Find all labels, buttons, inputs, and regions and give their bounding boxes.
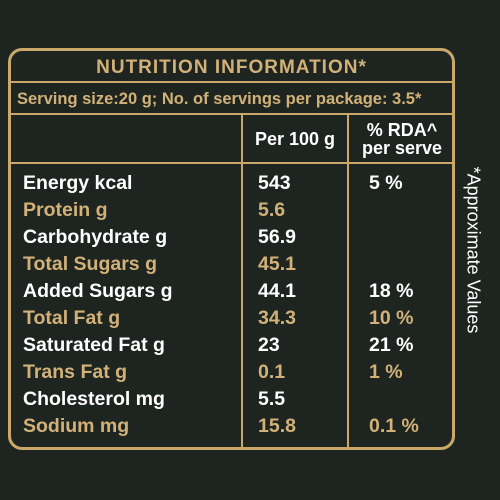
nutrient-name: Energy kcal: [23, 172, 133, 194]
header-rda-line2: per serve: [361, 137, 443, 158]
table-title: NUTRITION INFORMATION*: [11, 51, 452, 83]
nutrient-name: Saturated Fat g: [23, 334, 165, 356]
side-note-text: *Approximate Values: [463, 166, 484, 334]
per-100g-value: 5.5: [258, 388, 286, 410]
per-100g-value: 45.1: [258, 253, 296, 275]
header-rda: % RDA^ per serve: [349, 115, 452, 162]
column-divider: [241, 115, 243, 447]
rda-value: 1 %: [369, 361, 403, 383]
rda-value: 18 %: [369, 280, 414, 302]
nutrient-name: Added Sugars g: [23, 280, 173, 302]
header-per-100g: Per 100 g: [254, 128, 336, 149]
per-100g-value: 56.9: [258, 226, 296, 248]
table-row: Added Sugars g 44.1 18 %: [11, 278, 452, 305]
table-row: Protein g 5.6: [11, 197, 452, 224]
table-row: Saturated Fat g 23 21 %: [11, 332, 452, 359]
nutrient-name: Total Fat g: [23, 307, 121, 329]
table-row: Energy kcal 543 5 %: [11, 170, 452, 197]
nutrient-name: Trans Fat g: [23, 361, 128, 383]
rda-value: 5 %: [369, 172, 403, 194]
nutrient-name: Protein g: [23, 199, 108, 221]
column-divider: [347, 115, 349, 447]
table-row: Trans Fat g 0.1 1 %: [11, 359, 452, 386]
header-divider: [11, 162, 452, 164]
per-100g-value: 5.6: [258, 199, 286, 221]
table-row: Cholesterol mg 5.5: [11, 386, 452, 413]
table-row: Sodium mg 15.8 0.1 %: [11, 413, 452, 440]
per-100g-value: 0.1: [258, 361, 286, 383]
nutrient-name: Carbohydrate g: [23, 226, 168, 248]
per-100g-value: 15.8: [258, 415, 296, 437]
table-row: Carbohydrate g 56.9: [11, 224, 452, 251]
nutrient-name: Sodium mg: [23, 415, 130, 437]
rda-value: 0.1 %: [369, 415, 419, 437]
rda-value: 21 %: [369, 334, 414, 356]
rda-value: 10 %: [369, 307, 414, 329]
table-row: Total Sugars g 45.1: [11, 251, 452, 278]
table-row: Total Fat g 34.3 10 %: [11, 305, 452, 332]
header-rda-line1: % RDA^: [366, 119, 438, 140]
per-100g-value: 34.3: [258, 307, 296, 329]
nutrient-rows: Energy kcal 543 5 % Protein g 5.6 Carboh…: [11, 170, 452, 440]
nutrition-table: NUTRITION INFORMATION* Serving size:20 g…: [8, 48, 455, 450]
nutrient-name: Cholesterol mg: [23, 388, 165, 410]
per-100g-value: 543: [258, 172, 291, 194]
serving-info: Serving size:20 g; No. of servings per p…: [11, 83, 452, 115]
per-100g-value: 44.1: [258, 280, 296, 302]
per-100g-value: 23: [258, 334, 280, 356]
nutrient-name: Total Sugars g: [23, 253, 157, 275]
